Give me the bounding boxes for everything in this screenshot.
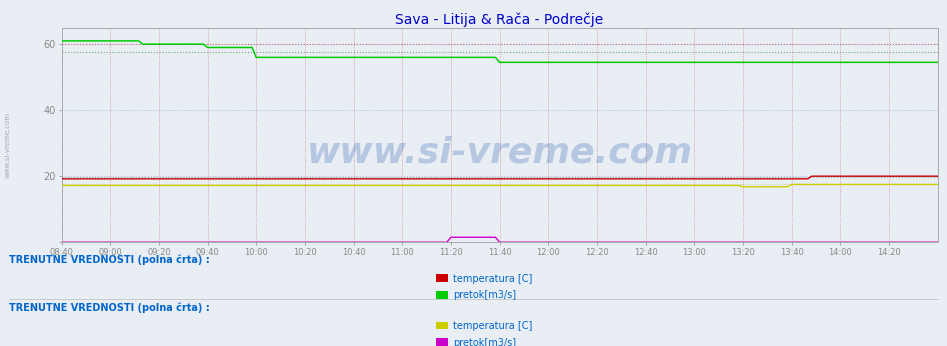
Text: temperatura [C]: temperatura [C] xyxy=(453,274,532,283)
Title: Sava - Litija & Rača - Podrečje: Sava - Litija & Rača - Podrečje xyxy=(396,12,603,27)
Text: temperatura [C]: temperatura [C] xyxy=(453,321,532,331)
Text: TRENUTNE VREDNOSTI (polna črta) :: TRENUTNE VREDNOSTI (polna črta) : xyxy=(9,254,210,265)
Text: pretok[m3/s]: pretok[m3/s] xyxy=(453,338,516,346)
Text: www.si-vreme.com: www.si-vreme.com xyxy=(307,135,692,169)
Text: TRENUTNE VREDNOSTI (polna črta) :: TRENUTNE VREDNOSTI (polna črta) : xyxy=(9,303,210,313)
Text: pretok[m3/s]: pretok[m3/s] xyxy=(453,290,516,300)
Text: www.si-vreme.com: www.si-vreme.com xyxy=(5,112,10,179)
